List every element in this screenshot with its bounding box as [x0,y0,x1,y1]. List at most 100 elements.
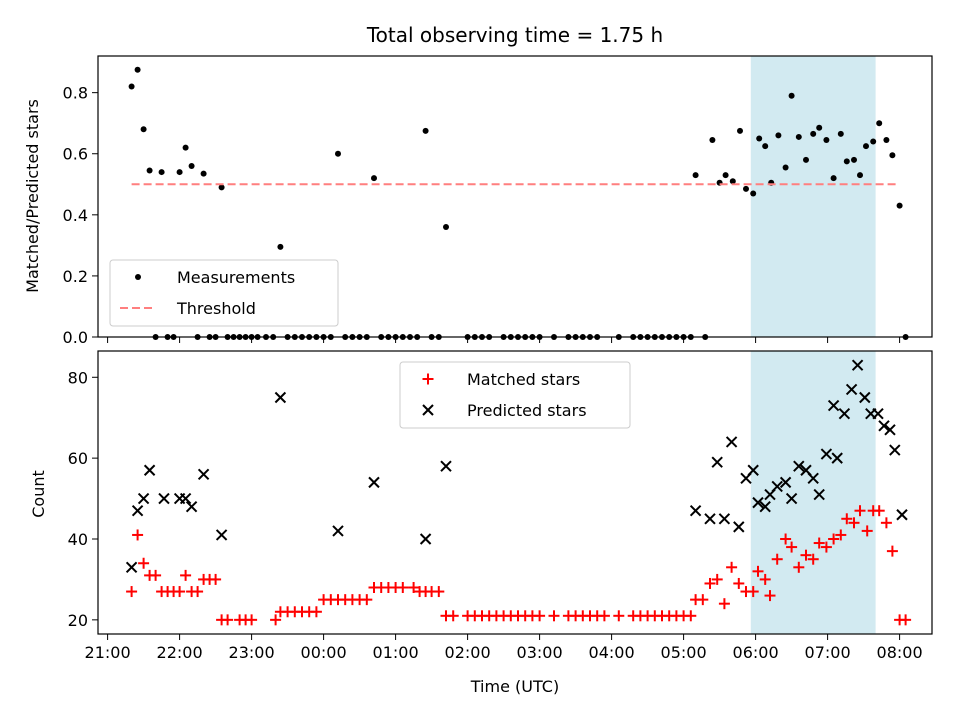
measurements-point [146,167,153,174]
predicted-stars-point [718,513,731,525]
bottom-y-tick-label: 20 [68,611,88,630]
predicted-stars-point-b [896,509,908,521]
predicted-stars-point-b [711,456,723,468]
predicted-stars-point [827,399,840,412]
measurements-point [709,136,716,143]
predicted-stars-point-b [859,391,871,404]
x-tick-label: 23:00 [229,643,275,662]
matched-stars-point [174,586,186,598]
predicted-stars-point-b [759,500,771,513]
matched-stars-point [210,573,222,585]
matched-stars-point [813,537,825,549]
matched-stars-point [150,569,162,581]
matched-stars-point [771,553,783,565]
x-tick-label: 04:00 [589,643,635,662]
matched-stars-point [780,533,792,545]
predicted-stars-point-b [215,529,228,541]
predicted-stars-point [440,460,452,472]
measurements-point [743,185,749,192]
predicted-stars-point-b [733,521,745,533]
measurements-point [182,144,189,151]
measurements-point [837,130,844,137]
measurements-point [158,169,165,176]
measurements-point [188,162,195,169]
matched-stars-point [138,557,150,569]
predicted-stars-point-b [771,480,783,493]
predicted-stars-point [845,383,858,396]
predicted-stars-point [747,464,759,476]
bottom-y-tick-label: 40 [68,530,88,549]
predicted-stars-point [779,476,792,489]
predicted-stars-point-b [838,407,851,420]
predicted-stars-point [143,464,156,476]
predicted-stars-point-b [332,525,344,537]
measurements-point [782,164,789,171]
predicted-stars-point-b [793,460,805,472]
top-y-tick-label: 0.2 [63,267,88,286]
legend-predicted-stars-label: Predicted stars [467,401,587,420]
matched-stars-point [697,594,709,606]
measurements-point [830,175,837,182]
predicted-stars-point [771,480,783,493]
predicted-stars-point-b [747,464,759,476]
matched-stars-point [180,569,192,581]
predicted-stars-point-b [197,468,210,481]
matched-stars-point [132,529,144,541]
predicted-stars-point-b [851,359,864,371]
matched-stars-point [848,517,860,529]
measurements-point [750,190,757,197]
legend-measurements-label: Measurements [177,268,295,287]
matched-stars-point [900,614,912,626]
top-axes-frame [97,55,933,338]
measurements-point [889,152,896,159]
measurements-point [863,143,869,150]
top-y-tick-label: 0.4 [63,206,88,225]
predicted-stars-point [185,500,198,513]
measurements-point [200,170,207,177]
predicted-stars-point [813,488,825,501]
measurements-point [843,158,850,165]
predicted-stars-point [197,468,210,481]
x-tick-label: 00:00 [301,643,347,662]
measurements-point [218,184,225,191]
matched-stars-point [793,561,805,573]
predicted-stars-point-b [820,448,833,460]
matched-stars-point [747,586,759,598]
predicted-stars-point [274,391,287,404]
predicted-stars-point [759,500,771,513]
x-tick-label: 06:00 [733,643,779,662]
predicted-stars-point [179,492,192,505]
predicted-stars-point [368,476,380,489]
matched-stars-point [752,565,764,577]
predicted-stars-point [332,525,344,537]
top-y-tick-label: 0.8 [63,84,88,103]
predicted-stars-point [889,444,901,456]
matched-stars-point [854,505,866,517]
matched-stars-point [861,525,873,537]
predicted-stars-point-b [143,464,156,476]
predicted-stars-point-b [689,504,702,517]
measurements-point [128,83,135,90]
predicted-stars-point [125,561,138,573]
predicted-stars-point [158,492,170,505]
measurements-point [692,172,699,179]
chart-title: Total observing time = 1.75 h [366,23,663,47]
x-tick-label: 08:00 [877,643,923,662]
measurements-point [775,132,782,139]
matched-stars-point [828,533,840,545]
legend-matched-stars-label: Matched stars [467,370,580,389]
predicted-stars-point-b [725,436,738,448]
predicted-stars-point-b [179,492,192,505]
matched-stars-point [711,573,723,585]
legend-predicted-stars-swatch [422,404,434,416]
bottom-axes-frame [97,350,933,635]
predicted-stars-point-b [845,383,858,396]
predicted-stars-point-b [419,533,432,545]
predicted-stars-point [831,452,843,464]
measurements-point [176,169,183,176]
predicted-stars-point-b [884,424,896,436]
predicted-stars-point [884,424,896,436]
matched-stars-point [222,614,234,626]
measurements-point [883,136,890,143]
measurements-point [335,150,341,157]
